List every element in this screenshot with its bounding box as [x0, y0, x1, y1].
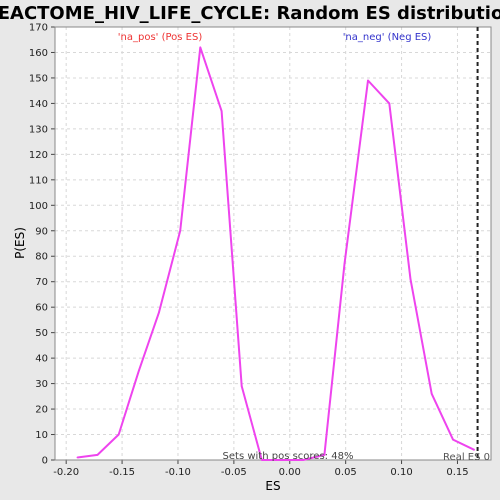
x-axis-label: ES — [265, 479, 280, 493]
real-es-label: Real ES 0 — [443, 452, 490, 463]
pos-es-label: 'na_pos' (Pos ES) — [118, 32, 203, 43]
x-tick-label: -0.15 — [109, 467, 135, 478]
x-tick-label: 0.15 — [446, 467, 468, 478]
x-tick-label: 0.10 — [390, 467, 412, 478]
data-point — [240, 385, 243, 387]
y-tick-label: 10 — [35, 430, 48, 441]
y-tick-label: 90 — [35, 226, 48, 237]
data-point — [343, 263, 346, 265]
data-point — [367, 79, 369, 82]
y-axis-label: P(ES) — [13, 227, 27, 259]
data-point — [430, 392, 433, 395]
y-tick-label: 160 — [29, 48, 48, 59]
y-tick-label: 150 — [29, 73, 48, 84]
y-tick-label: 170 — [29, 23, 48, 34]
chart-title: REACTOME_HIV_LIFE_CYCLE: Random ES distr… — [0, 3, 500, 24]
data-point — [138, 370, 140, 372]
y-tick-label: 60 — [35, 303, 48, 314]
y-tick-label: 80 — [35, 252, 48, 263]
y-tick-label: 20 — [35, 405, 48, 416]
data-point — [282, 459, 284, 461]
data-point — [220, 110, 223, 112]
data-point — [388, 102, 391, 105]
sets-pos-scores-label: Sets with pos scores: 48% — [223, 451, 354, 462]
data-point — [179, 229, 182, 232]
data-point — [323, 454, 326, 456]
data-point — [261, 459, 263, 461]
data-point — [117, 433, 120, 436]
data-point — [76, 456, 79, 459]
data-point — [199, 46, 202, 49]
y-tick-label: 130 — [29, 124, 48, 135]
y-tick-label: 50 — [35, 328, 48, 339]
x-tick-label: -0.20 — [53, 467, 79, 478]
y-tick-label: 30 — [35, 379, 48, 390]
x-tick-label: 0.05 — [335, 467, 357, 478]
data-point — [158, 311, 160, 314]
grid — [55, 26, 491, 461]
data-point — [96, 454, 99, 456]
y-tick-label: 120 — [29, 150, 48, 161]
y-tick-label: 140 — [29, 99, 48, 110]
y-tick-label: 100 — [29, 201, 48, 212]
plot-area — [55, 27, 491, 460]
x-tick-label: 0.00 — [279, 467, 301, 478]
y-tick-label: 70 — [35, 277, 48, 288]
axes: 0 10 20 30 40 50 60 70 80 90 100 110 120 130 140 150 160… — [29, 23, 492, 478]
y-tick-label: 110 — [29, 175, 48, 186]
data-point — [452, 438, 454, 441]
x-tick-label: -0.10 — [165, 467, 191, 478]
neg-es-label: 'na_neg' (Neg ES) — [343, 32, 432, 43]
y-tick-label: 40 — [35, 354, 48, 365]
es-distribution-line — [77, 46, 475, 461]
data-point — [473, 449, 476, 451]
y-tick-label: 0 — [42, 456, 48, 467]
series-layer — [76, 46, 476, 461]
data-point — [409, 278, 412, 280]
data-point — [302, 459, 304, 461]
x-tick-label: -0.05 — [221, 467, 247, 478]
